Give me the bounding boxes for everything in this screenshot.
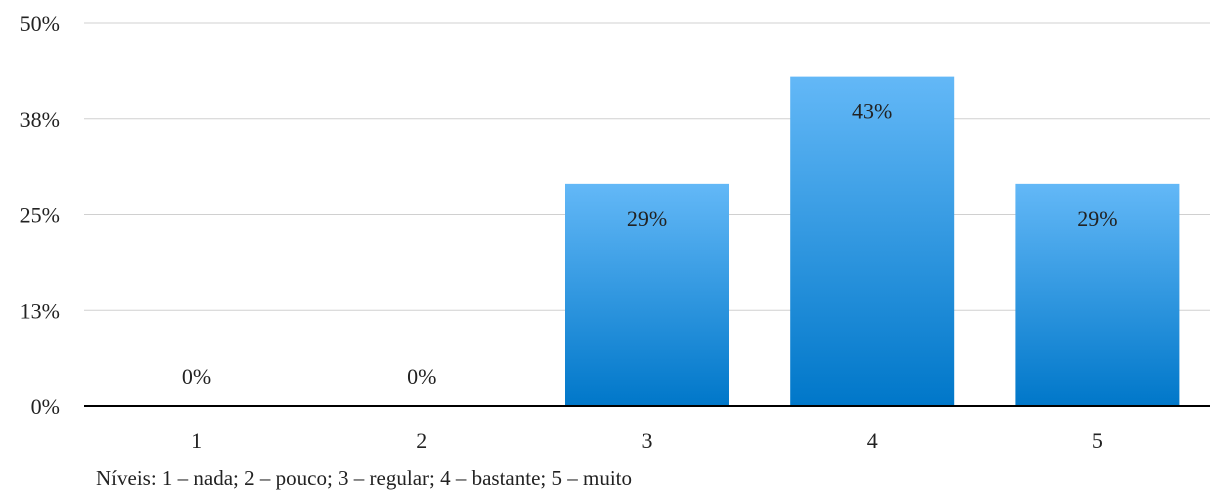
- bar: [790, 76, 955, 407]
- x-tick-label: 3: [642, 428, 653, 453]
- y-tick-label: 25%: [20, 203, 60, 228]
- data-label: 0%: [182, 364, 211, 389]
- bar: [1015, 183, 1180, 406]
- y-axis-ticks: 0% 13% 25% 38% 50%: [20, 11, 60, 419]
- bar: [565, 183, 729, 406]
- x-tick-label: 1: [191, 428, 202, 453]
- data-label: 29%: [1077, 206, 1117, 231]
- y-tick-label: 38%: [20, 107, 60, 132]
- levels-note: Níveis: 1 – nada; 2 – pouco; 3 – regular…: [96, 466, 632, 490]
- x-tick-label: 5: [1092, 428, 1103, 453]
- y-tick-label: 13%: [20, 298, 60, 323]
- y-tick-label: 0%: [31, 394, 60, 419]
- bars: [565, 76, 1180, 407]
- data-label: 43%: [852, 99, 892, 124]
- x-tick-label: 2: [416, 428, 427, 453]
- data-labels: 0% 0% 29% 43% 29%: [182, 99, 1118, 389]
- x-axis-ticks: 1 2 3 4 5: [191, 428, 1103, 453]
- data-label: 29%: [627, 206, 667, 231]
- data-label: 0%: [407, 364, 436, 389]
- x-tick-label: 4: [867, 428, 878, 453]
- y-tick-label: 50%: [20, 11, 60, 36]
